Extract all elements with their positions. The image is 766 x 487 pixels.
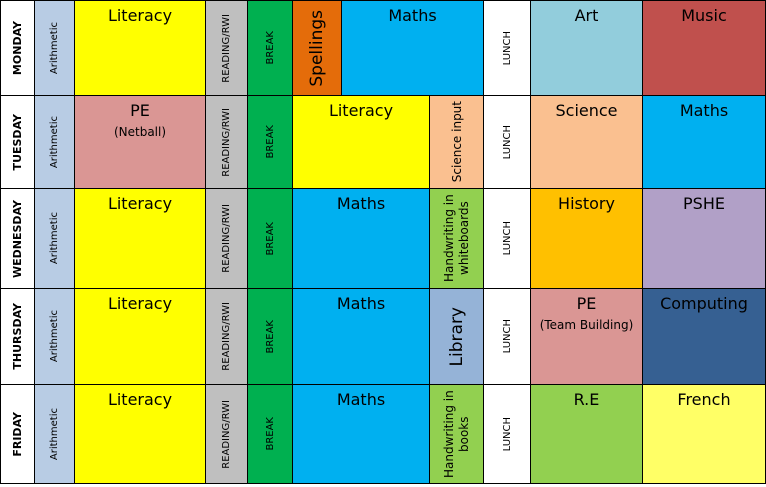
lunch-cell: LUNCH [483,95,531,189]
lunch-cell: LUNCH [483,384,531,484]
reading-cell: READING/RWI [205,0,248,96]
lesson-maths: Maths [642,95,766,189]
lesson-maths: Maths [292,288,430,385]
day-text: MONDAY [11,20,24,76]
lesson-french: French [642,384,766,484]
lesson-literacy: Literacy [74,188,206,289]
lunch-cell: LUNCH [483,288,531,385]
lesson-maths: Maths [341,0,484,96]
lunch-cell: LUNCH [483,0,531,96]
lesson-library: Library [429,288,484,385]
lesson-re: R.E [530,384,643,484]
day-label-thursday: THURSDAY [0,288,35,385]
lesson-handwriting-books: Handwriting in books [429,384,484,484]
day-label-monday: MONDAY [0,0,35,96]
arithmetic-cell: Arithmetic [34,95,75,189]
lesson-science-input: Science input [429,95,484,189]
lesson-literacy: Literacy [74,384,206,484]
lesson-music: Music [642,0,766,96]
arithmetic-cell: Arithmetic [34,0,75,96]
lesson-maths: Maths [292,384,430,484]
reading-cell: READING/RWI [205,288,248,385]
lesson-literacy: Literacy [292,95,430,189]
break-cell: BREAK [247,188,293,289]
lesson-computing: Computing [642,288,766,385]
lesson-pe-team-building: PE (Team Building) [530,288,643,385]
reading-cell: READING/RWI [205,384,248,484]
lesson-pshe: PSHE [642,188,766,289]
lesson-pe-netball: PE (Netball) [74,95,206,189]
lesson-maths: Maths [292,188,430,289]
day-label-wednesday: WEDNESDAY [0,188,35,289]
lesson-history: History [530,188,643,289]
break-cell: BREAK [247,95,293,189]
lesson-art: Art [530,0,643,96]
break-cell: BREAK [247,384,293,484]
arithmetic-cell: Arithmetic [34,288,75,385]
lesson-literacy: Literacy [74,0,206,96]
lesson-science: Science [530,95,643,189]
reading-cell: READING/RWI [205,95,248,189]
lesson-spellings: Spellings [292,0,342,96]
arithmetic-cell: Arithmetic [34,384,75,484]
break-cell: BREAK [247,0,293,96]
break-cell: BREAK [247,288,293,385]
lesson-handwriting-whiteboards: Handwriting in whiteboards [429,188,484,289]
reading-cell: READING/RWI [205,188,248,289]
day-label-tuesday: TUESDAY [0,95,35,189]
lesson-literacy: Literacy [74,288,206,385]
lunch-cell: LUNCH [483,188,531,289]
day-label-friday: FRIDAY [0,384,35,484]
arithmetic-cell: Arithmetic [34,188,75,289]
